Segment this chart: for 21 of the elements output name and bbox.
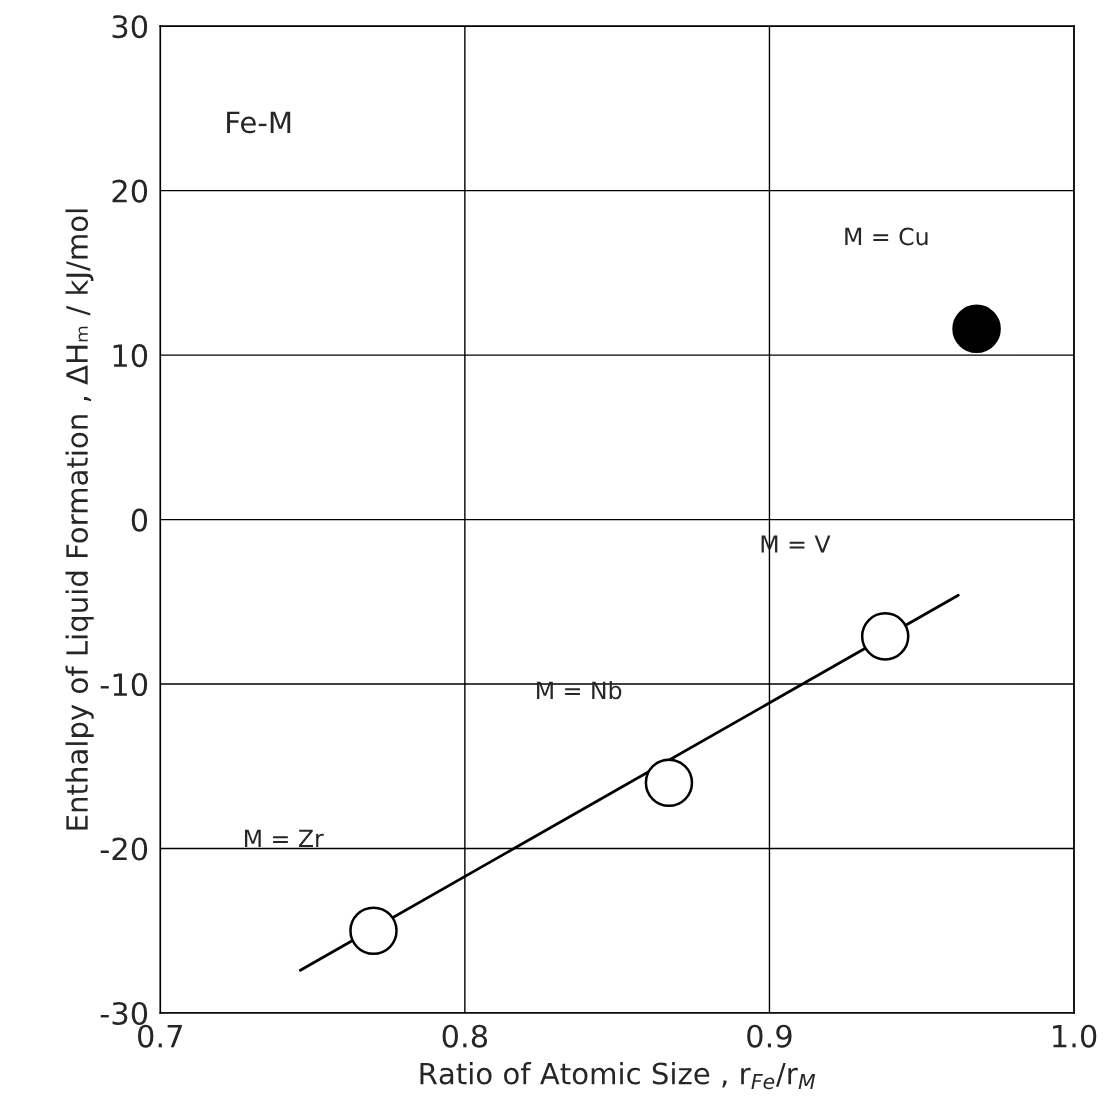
point [860, 612, 910, 661]
y-tick-label: -30 [100, 1001, 148, 1026]
point [349, 906, 398, 956]
y-tick-label: 10 [113, 344, 148, 368]
x-axis-title: Ratio of Atomic Size , r$_{Fe}$/r$_{M}$ [420, 1061, 816, 1090]
annotation: M = Nb [537, 681, 622, 700]
x-tick-label: 1.0 [1053, 1024, 1097, 1048]
point [952, 304, 1001, 354]
y-tick-label: 30 [112, 15, 148, 39]
y-tick-label: -10 [100, 672, 148, 697]
y-axis-title: Enthalpy of Liquid Formation , ΔHₘ / kJ/mol [65, 209, 94, 830]
point [644, 758, 694, 808]
y-tick-label: 0 [131, 508, 148, 532]
x-tick-label: 0.8 [442, 1024, 488, 1048]
x-tick-label: 0.9 [747, 1024, 792, 1048]
annotation: M = Zr [245, 829, 324, 847]
y-tick-label: -20 [100, 837, 148, 861]
annotation: Fe-M [227, 111, 291, 134]
y-tick-label: 20 [112, 179, 148, 203]
x-tick-label: 0.7 [137, 1024, 182, 1048]
annotation: M = Cu [845, 227, 928, 246]
